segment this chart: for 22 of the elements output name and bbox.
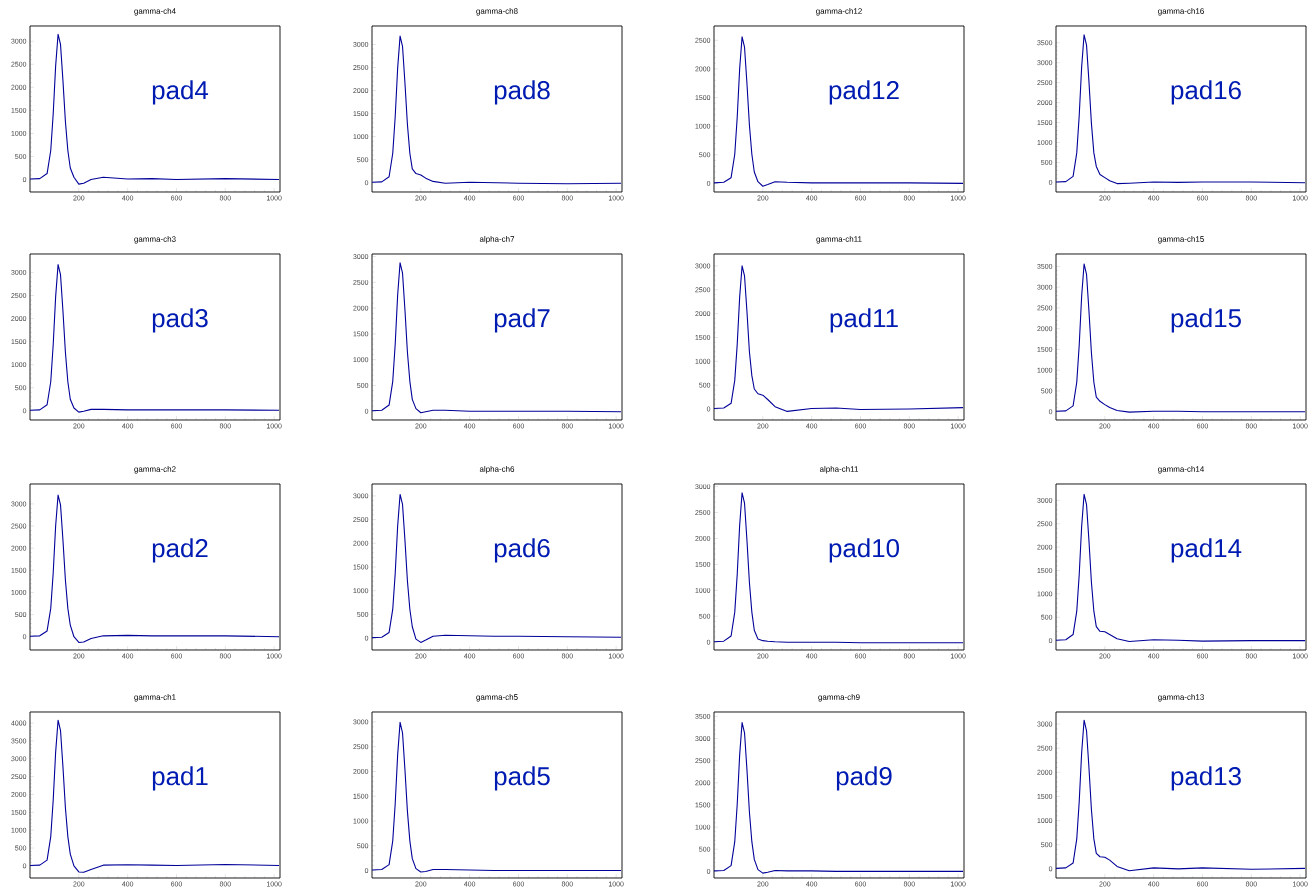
annotation: pad16 [1171,80,1241,105]
line-series [371,493,622,643]
annotation: pad3 [152,308,208,333]
annotation: pad14 [1171,538,1242,563]
annotation: pad13 [1171,766,1241,791]
annotation: pad5 [494,766,550,791]
line-series [713,265,964,412]
annotation: pad15 [1171,308,1241,333]
annotation: pad2 [152,538,208,563]
line-series [1055,719,1306,872]
annotation: pad10 [829,538,899,563]
annotation: pad12 [829,80,899,105]
annotation: pad9 [836,766,892,791]
annotation: pad6 [494,538,550,563]
line-series [1055,34,1306,185]
annotation: pad1 [152,766,208,791]
line-series [29,719,280,873]
annotation: pad4 [152,80,209,105]
annotation: pad7 [494,308,550,333]
line-series [29,33,280,185]
annotation: pad11 [830,308,898,333]
annotation: pad8 [494,80,550,105]
